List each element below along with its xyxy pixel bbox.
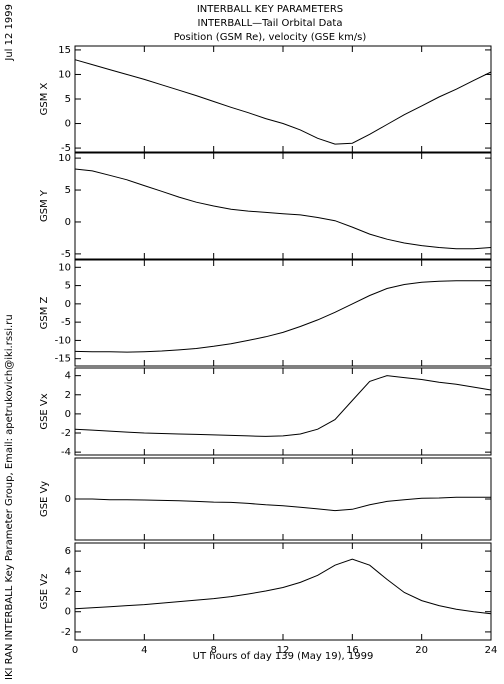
x-tick-label: 12 [277,645,290,656]
x-tick-label: 4 [141,645,147,656]
y-tick-label: 6 [65,546,71,557]
y-axis-label: GSM X [39,82,50,115]
y-axis-label: GSE Vz [39,574,50,610]
title-line: Position (GSM Re), velocity (GSE km/s) [174,32,367,43]
panel-frame [74,542,492,641]
y-axis-label: GSE Vy [39,481,50,517]
data-line [74,59,492,145]
title-line: INTERBALL—Tail Orbital Data [198,18,343,29]
y-tick-label: 15 [58,45,71,56]
y-tick-label: -5 [61,249,71,260]
panel-frame [74,45,492,153]
y-tick-label: 10 [58,69,71,80]
y-tick-label: 4 [65,566,71,577]
y-axis-label: GSM Y [39,189,50,222]
y-tick-label: 2 [65,390,71,401]
y-tick-label: 5 [65,94,71,105]
x-axis-label: UT hours of day 139 (May 19), 1999 [193,651,374,662]
y-tick-label: 5 [65,281,71,292]
x-tick-label: 24 [485,645,498,656]
y-tick-label: 4 [65,371,71,382]
y-tick-label: 0 [65,119,71,130]
title-line: INTERBALL KEY PARAMETERS [197,4,343,15]
y-tick-label: 0 [65,409,71,420]
y-tick-label: -4 [61,447,71,458]
y-tick-label: 0 [65,299,71,310]
y-tick-label: -2 [61,428,71,439]
credit-label: IKI RAN INTERBALL Key Parameter Group, E… [4,314,15,680]
y-tick-label: -5 [61,143,71,154]
y-tick-label: 10 [58,153,71,164]
panel-frame [74,259,492,367]
y-tick-label: 5 [65,185,71,196]
date-label: Jul 12 1999 [4,4,15,62]
panel-frame [74,152,492,260]
y-tick-label: 2 [65,587,71,598]
data-line [75,496,491,512]
data-line [74,168,492,250]
x-tick-label: 8 [210,645,216,656]
x-tick-label: 0 [72,645,78,656]
y-tick-label: 0 [65,607,71,618]
data-line [74,375,492,437]
y-tick-label: -10 [55,335,71,346]
data-line [74,280,491,353]
panel-frame [74,457,492,541]
x-tick-label: 16 [346,645,359,656]
y-tick-label: 10 [58,262,71,273]
y-tick-label: -15 [55,354,71,365]
data-line [74,558,492,615]
y-axis-label: GSM Z [39,296,50,329]
y-tick-label: -5 [61,317,71,328]
y-tick-label: 0 [65,494,71,505]
y-tick-label: 0 [65,217,71,228]
y-axis-label: GSE Vx [39,393,50,429]
x-tick-label: 20 [415,645,428,656]
y-tick-label: -2 [61,627,71,638]
